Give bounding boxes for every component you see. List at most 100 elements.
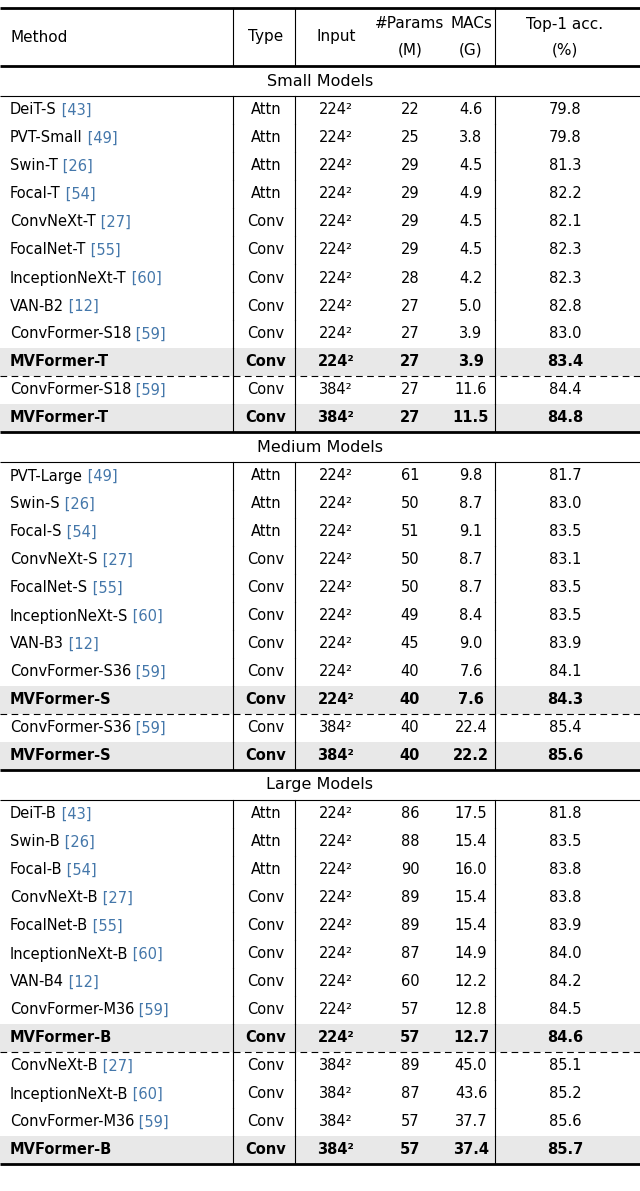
Text: 85.1: 85.1	[548, 1059, 581, 1073]
Text: 87: 87	[401, 947, 419, 961]
Text: 384²: 384²	[319, 1086, 353, 1102]
Text: Attn: Attn	[251, 102, 282, 118]
Text: 8.4: 8.4	[460, 609, 483, 624]
Text: 12.8: 12.8	[454, 1003, 487, 1017]
Text: 224²: 224²	[319, 974, 353, 990]
Text: Attn: Attn	[251, 158, 282, 174]
Text: 22: 22	[401, 102, 419, 118]
Text: InceptionNeXt-S: InceptionNeXt-S	[10, 609, 129, 624]
Text: ConvFormer-S36: ConvFormer-S36	[10, 721, 131, 736]
Text: 82.2: 82.2	[548, 187, 581, 201]
Text: MVFormer-S: MVFormer-S	[10, 748, 111, 763]
Text: 89: 89	[401, 1059, 419, 1073]
Text: 85.4: 85.4	[548, 721, 581, 736]
Text: 4.5: 4.5	[460, 214, 483, 230]
Text: 27: 27	[401, 382, 419, 398]
Text: 384²: 384²	[317, 411, 355, 425]
Bar	[0, 348, 640, 376]
Text: Focal-S: Focal-S	[10, 524, 63, 540]
Text: 11.6: 11.6	[455, 382, 487, 398]
Text: 45: 45	[401, 636, 419, 651]
Text: InceptionNeXt-T: InceptionNeXt-T	[10, 270, 127, 286]
Text: [59]: [59]	[131, 721, 166, 736]
Text: 29: 29	[401, 158, 419, 174]
Text: #Params: #Params	[375, 17, 445, 31]
Text: 85.6: 85.6	[547, 748, 583, 763]
Text: 384²: 384²	[317, 748, 355, 763]
Text: 83.8: 83.8	[549, 891, 581, 905]
Text: Attn: Attn	[251, 835, 282, 849]
Text: MVFormer-T: MVFormer-T	[10, 411, 109, 425]
Bar	[0, 742, 640, 771]
Text: Conv: Conv	[248, 553, 285, 567]
Text: [43]: [43]	[57, 806, 92, 822]
Text: 49: 49	[401, 609, 419, 624]
Text: 90: 90	[401, 862, 419, 878]
Text: 224²: 224²	[317, 1030, 355, 1046]
Text: 29: 29	[401, 187, 419, 201]
Bar	[0, 404, 640, 432]
Text: Conv: Conv	[248, 665, 285, 680]
Text: FocalNet-S: FocalNet-S	[10, 580, 88, 596]
Text: 15.4: 15.4	[455, 918, 487, 934]
Text: DeiT-S: DeiT-S	[10, 102, 57, 118]
Text: ConvFormer-S36: ConvFormer-S36	[10, 665, 131, 680]
Text: 79.8: 79.8	[548, 102, 581, 118]
Text: 384²: 384²	[319, 382, 353, 398]
Text: Large Models: Large Models	[266, 778, 374, 792]
Text: Swin-S: Swin-S	[10, 497, 60, 511]
Text: FocalNet-B: FocalNet-B	[10, 918, 88, 934]
Text: 8.7: 8.7	[460, 497, 483, 511]
Text: 79.8: 79.8	[548, 131, 581, 145]
Text: (G): (G)	[459, 43, 483, 57]
Text: 37.7: 37.7	[454, 1115, 487, 1129]
Text: MVFormer-T: MVFormer-T	[10, 355, 109, 369]
Text: 57: 57	[400, 1142, 420, 1158]
Text: Swin-T: Swin-T	[10, 158, 58, 174]
Text: 84.5: 84.5	[548, 1003, 581, 1017]
Text: 224²: 224²	[319, 131, 353, 145]
Text: 85.2: 85.2	[548, 1086, 581, 1102]
Text: 12.2: 12.2	[454, 974, 488, 990]
Text: 83.5: 83.5	[549, 580, 581, 596]
Text: 27: 27	[400, 355, 420, 369]
Text: Focal-T: Focal-T	[10, 187, 61, 201]
Text: 83.0: 83.0	[548, 326, 581, 342]
Text: [27]: [27]	[97, 1059, 132, 1073]
Text: 82.1: 82.1	[548, 214, 581, 230]
Text: 88: 88	[401, 835, 419, 849]
Text: ConvNeXt-B: ConvNeXt-B	[10, 891, 97, 905]
Text: [49]: [49]	[83, 131, 117, 145]
Text: 224²: 224²	[319, 806, 353, 822]
Text: 40: 40	[400, 692, 420, 707]
Text: (%): (%)	[552, 43, 578, 57]
Text: 82.3: 82.3	[548, 270, 581, 286]
Text: 57: 57	[400, 1030, 420, 1046]
Text: 3.9: 3.9	[460, 326, 483, 342]
Text: VAN-B3: VAN-B3	[10, 636, 64, 651]
Text: Conv: Conv	[246, 355, 286, 369]
Text: Small Models: Small Models	[267, 74, 373, 88]
Text: 384²: 384²	[317, 1142, 355, 1158]
Text: 8.7: 8.7	[460, 580, 483, 596]
Text: 83.9: 83.9	[549, 918, 581, 934]
Text: 224²: 224²	[319, 947, 353, 961]
Text: 224²: 224²	[319, 835, 353, 849]
Text: 11.5: 11.5	[453, 411, 489, 425]
Text: 86: 86	[401, 806, 419, 822]
Text: 83.5: 83.5	[549, 835, 581, 849]
Text: 83.5: 83.5	[549, 524, 581, 540]
Text: 84.4: 84.4	[548, 382, 581, 398]
Text: Conv: Conv	[248, 1115, 285, 1129]
Text: 84.8: 84.8	[547, 411, 583, 425]
Bar	[0, 686, 640, 713]
Text: 84.2: 84.2	[548, 974, 581, 990]
Text: Conv: Conv	[248, 918, 285, 934]
Text: 50: 50	[401, 497, 419, 511]
Text: 384²: 384²	[319, 721, 353, 736]
Text: Attn: Attn	[251, 806, 282, 822]
Text: Attn: Attn	[251, 468, 282, 484]
Text: Attn: Attn	[251, 131, 282, 145]
Text: VAN-B4: VAN-B4	[10, 974, 64, 990]
Bar	[0, 1136, 640, 1164]
